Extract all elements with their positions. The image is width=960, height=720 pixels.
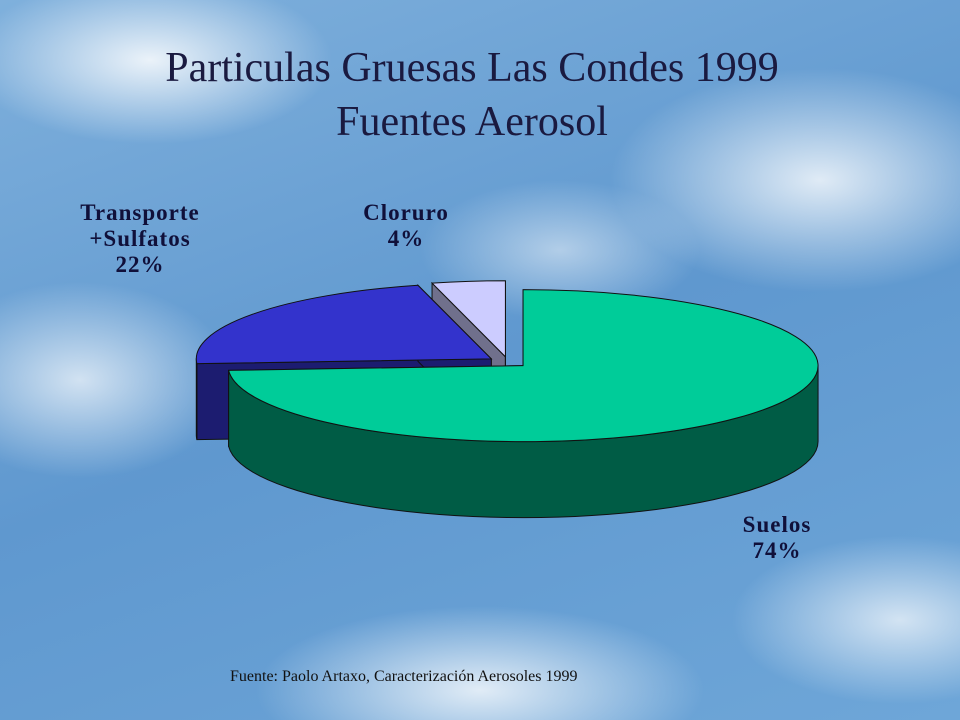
- category-label: Suelos: [742, 512, 812, 537]
- pie-slice: [430, 280, 506, 358]
- source-note: Fuente: Paolo Artaxo, Caracterización Ae…: [230, 668, 578, 685]
- value-label: 74%: [752, 538, 802, 563]
- chart-subtitle: Fuentes Aerosol: [336, 99, 608, 145]
- pie-slice: [227, 289, 819, 443]
- slice-label: Transporte +Sulfatos 22%: [65, 200, 215, 278]
- slice-side: [195, 358, 198, 440]
- category-label: Transporte +Sulfatos: [80, 200, 200, 251]
- chart-title: Particulas Gruesas Las Condes 1999: [165, 45, 779, 91]
- value-label: 4%: [387, 226, 425, 251]
- category-label: Cloruro: [363, 200, 449, 225]
- slice-label: Cloruro 4%: [316, 200, 496, 252]
- pie-slice: [195, 284, 493, 365]
- value-label: 22%: [115, 252, 165, 277]
- slice-label: Suelos 74%: [687, 512, 867, 564]
